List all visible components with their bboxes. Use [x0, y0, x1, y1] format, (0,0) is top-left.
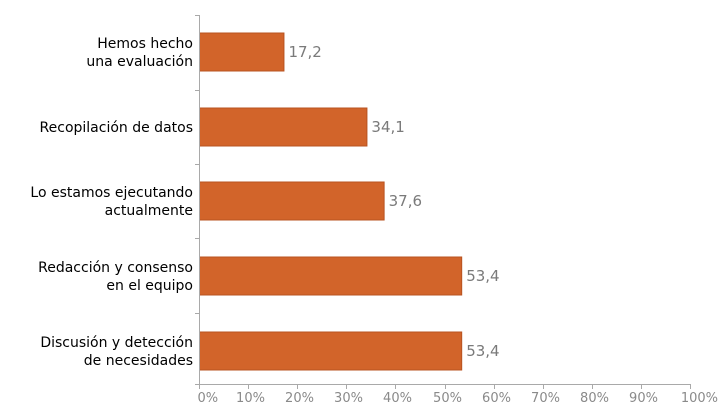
- x-tick-label-10: 100%: [681, 391, 718, 404]
- category-label-2-1: actualmente: [105, 203, 193, 219]
- x-tick-label-7: 70%: [531, 391, 560, 404]
- category-label-4-0: Discusión y detección: [40, 335, 193, 351]
- x-tick-label-2: 20%: [285, 391, 314, 404]
- category-labels: Hemos hecho una evaluación Recopilación de…: [30, 36, 193, 369]
- axes: [195, 15, 690, 385]
- bars: [199, 32, 463, 371]
- x-tick-label-5: 50%: [433, 391, 462, 404]
- x-axis-ticks: 0% 10% 20% 30% 40% 50% 60% 70% 80% 90% 100%: [198, 384, 718, 404]
- category-label-2-0: Lo estamos ejecutando: [30, 185, 193, 201]
- value-label-0: 17,2: [288, 43, 321, 61]
- x-tick-label-4: 40%: [383, 391, 412, 404]
- bar-4: [199, 331, 463, 371]
- x-tick-label-3: 30%: [334, 391, 363, 404]
- x-tick-label-8: 80%: [580, 391, 609, 404]
- category-label-0-1: una evaluación: [86, 54, 193, 70]
- value-label-1: 34,1: [371, 118, 404, 136]
- category-label-3-0: Redacción y consenso: [38, 260, 193, 276]
- bar-1: [199, 107, 368, 147]
- value-label-4: 53,4: [466, 342, 499, 360]
- value-label-2: 37,6: [389, 192, 422, 210]
- x-tick-label-9: 90%: [629, 391, 658, 404]
- value-labels: 17,2 34,1 37,6 53,4 53,4: [288, 43, 499, 360]
- category-label-1-0: Recopilación de datos: [40, 120, 193, 136]
- x-tick-label-0: 0%: [198, 391, 219, 404]
- x-tick-label-6: 60%: [482, 391, 511, 404]
- category-label-0-0: Hemos hecho: [97, 36, 193, 52]
- bar-2: [199, 181, 385, 221]
- x-tick-label-1: 10%: [236, 391, 265, 404]
- bar-0: [199, 32, 285, 72]
- category-label-3-1: en el equipo: [106, 278, 193, 294]
- category-label-4-1: de necesidades: [84, 353, 193, 369]
- bar-3: [199, 256, 463, 296]
- value-label-3: 53,4: [466, 267, 499, 285]
